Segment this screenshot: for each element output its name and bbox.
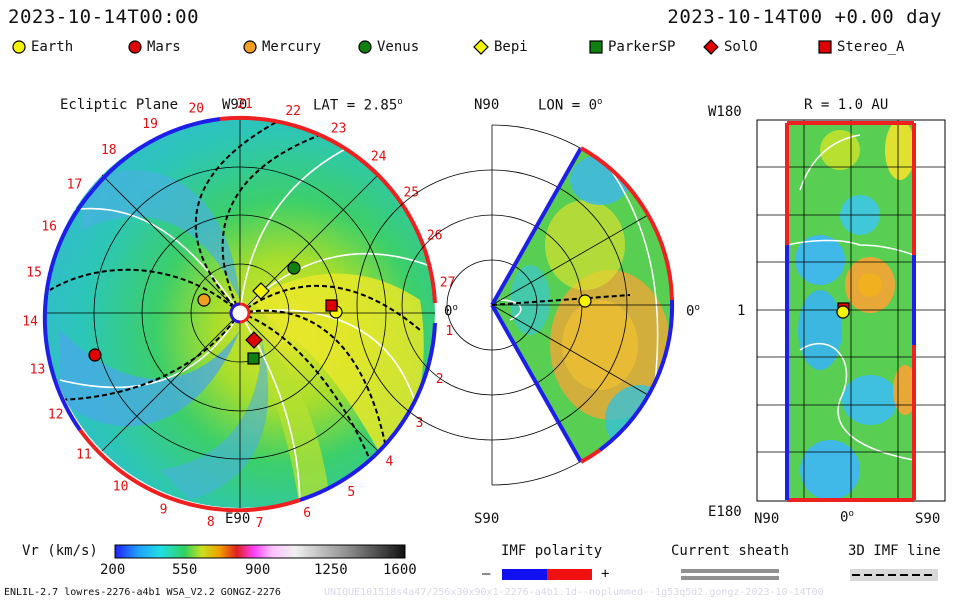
rmap-tick-0: 0o (840, 509, 854, 526)
meridional-lon-label: LON = 0o (538, 97, 603, 114)
carrington-tick-23: 23 (331, 122, 347, 137)
ecliptic-right-label: 0o (444, 303, 458, 320)
colorbar-tick-550: 550 (172, 562, 198, 578)
carrington-tick-15: 15 (26, 266, 42, 281)
carrington-tick-24: 24 (371, 149, 387, 164)
legend-label: ParkerSP (608, 39, 676, 55)
earth-marker-icon (12, 40, 26, 54)
rmap-earth (836, 305, 850, 319)
colorbar-tick-900: 900 (245, 562, 271, 578)
ecliptic-lat-label: LAT = 2.85o (313, 97, 403, 114)
stereo-a-marker-icon (818, 40, 832, 54)
carrington-tick-22: 22 (285, 104, 301, 119)
mars-marker-icon (128, 40, 142, 54)
carrington-tick-18: 18 (101, 143, 117, 158)
carrington-tick-25: 25 (403, 186, 419, 201)
parkersp-marker-icon (589, 40, 603, 54)
meridional-earth (578, 294, 592, 308)
rmap-bottom-left: E180 (708, 504, 742, 520)
vr-colorbar (114, 544, 406, 559)
carrington-tick-7: 7 (256, 516, 264, 531)
colorbar-tick-200: 200 (100, 562, 126, 578)
carrington-tick-16: 16 (41, 219, 57, 234)
carrington-tick-6: 6 (303, 506, 311, 521)
venus-marker-icon (358, 40, 372, 54)
legend-label: Venus (377, 39, 420, 55)
ecliptic-stereo-a (325, 299, 338, 312)
imf-polarity-label: IMF polarity (501, 543, 603, 559)
ecliptic-mars (88, 348, 102, 362)
rmap-top-left: W180 (708, 104, 742, 120)
current-sheath-swatch (681, 569, 779, 573)
carrington-tick-2: 2 (436, 372, 444, 387)
legend-stereo-a: Stereo_A (818, 39, 904, 55)
ecliptic-bottom-label: E90 (225, 511, 251, 527)
legend-label: Bepi (494, 39, 528, 55)
carrington-tick-14: 14 (22, 314, 38, 329)
legend-parkersp: ParkerSP (589, 39, 675, 55)
bepi-marker-icon (473, 39, 489, 55)
left-timestamp: 2023-10-14T00:00 (8, 6, 200, 28)
legend-venus: Venus (358, 39, 419, 55)
legend-label: Mars (147, 39, 181, 55)
carrington-tick-11: 11 (76, 448, 92, 463)
carrington-tick-1: 1 (445, 324, 453, 339)
legend-label: Stereo_A (837, 39, 905, 55)
carrington-tick-4: 4 (385, 455, 393, 470)
carrington-tick-27: 27 (440, 275, 456, 290)
legend-label: SolO (724, 39, 758, 55)
legend-earth: Earth (12, 39, 73, 55)
ecliptic-venus (287, 261, 301, 275)
legend-solo: SolO (703, 39, 758, 55)
meridional-bottom-left: S90 (474, 511, 500, 527)
imf-plus: + (601, 566, 610, 582)
rmap-tick-n90: N90 (754, 511, 780, 527)
ecliptic-solo (245, 331, 263, 349)
legend-label: Earth (31, 39, 74, 55)
colorbar-label: Vr (km/s) (22, 543, 98, 559)
carrington-tick-13: 13 (30, 363, 46, 378)
carrington-tick-8: 8 (207, 515, 215, 530)
legend-label: Mercury (262, 39, 322, 55)
ecliptic-top-label: W90 (222, 97, 248, 113)
rmap-left-mid: 1 (737, 303, 746, 319)
legend-bepi: Bepi (473, 39, 528, 55)
legend-mercury: Mercury (243, 39, 321, 55)
meridional-top-left: N90 (474, 97, 500, 113)
meridional-right-label: 0o (686, 303, 700, 320)
colorbar-tick-1250: 1250 (314, 562, 348, 578)
carrington-tick-10: 10 (113, 480, 129, 495)
carrington-tick-5: 5 (347, 485, 355, 500)
carrington-tick-3: 3 (415, 416, 423, 431)
carrington-tick-17: 17 (67, 178, 83, 193)
carrington-tick-20: 20 (188, 102, 204, 117)
ecliptic-mercury (197, 293, 211, 307)
imf-line-label: 3D IMF line (848, 543, 941, 559)
ecliptic-parkersp (247, 352, 260, 365)
colorbar-tick-1600: 1600 (383, 562, 417, 578)
carrington-tick-21: 21 (237, 97, 253, 112)
imf-minus: – (482, 566, 491, 582)
carrington-tick-19: 19 (142, 117, 158, 132)
rmap-r-label: R = 1.0 AU (804, 97, 889, 113)
footer-model: ENLIL-2.7 lowres-2276-a4b1 WSA_V2.2 GONG… (4, 587, 281, 598)
rmap-tick-s90: S90 (915, 511, 941, 527)
current-sheath-label: Current sheath (671, 543, 790, 559)
carrington-tick-12: 12 (48, 408, 64, 423)
ecliptic-title: Ecliptic Plane (60, 97, 179, 113)
right-timestamp: 2023-10-14T00 +0.00 day (667, 6, 942, 28)
legend-mars: Mars (128, 39, 181, 55)
footer-run: UNIQUE101518s4a47/256x30x90x1-2276-a4b1.… (324, 587, 824, 598)
mercury-marker-icon (243, 40, 257, 54)
solo-marker-icon (703, 39, 719, 55)
carrington-tick-9: 9 (160, 503, 168, 518)
ecliptic-bepi (252, 282, 270, 300)
